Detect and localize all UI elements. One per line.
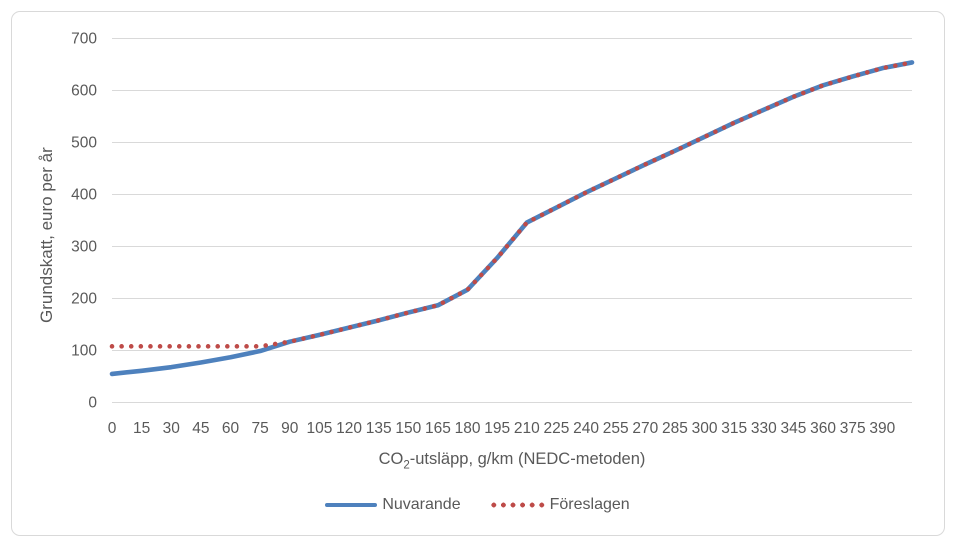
x-tick-label: 120 <box>336 420 362 437</box>
legend-item-foreslagen: Föreslagen <box>486 496 630 514</box>
x-tick-label: 315 <box>721 420 747 437</box>
dotted-line-legend-marker <box>486 502 545 508</box>
x-tick-label: 300 <box>692 420 718 437</box>
y-tick-label: 300 <box>71 239 97 256</box>
x-tick-label: 45 <box>192 420 209 437</box>
chart-border <box>11 11 945 536</box>
x-axis-title-prefix: CO <box>378 450 404 468</box>
x-tick-label: 165 <box>425 420 451 437</box>
x-tick-label: 270 <box>632 420 658 437</box>
x-axis-title-subscript: 2 <box>403 459 410 472</box>
x-tick-label: 150 <box>395 420 421 437</box>
x-tick-label: 135 <box>366 420 392 437</box>
x-tick-label: 30 <box>163 420 181 437</box>
x-tick-label: 15 <box>133 420 150 437</box>
x-tick-label: 375 <box>840 420 866 437</box>
x-tick-label: 105 <box>306 420 332 437</box>
x-tick-label: 210 <box>514 420 540 437</box>
y-axis-title: Grundskatt, euro per år <box>36 110 58 360</box>
y-tick-label: 500 <box>71 135 97 152</box>
x-tick-label: 225 <box>544 420 570 437</box>
x-tick-label: 330 <box>751 420 777 437</box>
series-line-foreslagen <box>109 60 915 349</box>
y-tick-label: 400 <box>71 187 97 204</box>
y-tick-label: 600 <box>71 83 97 100</box>
x-tick-label: 240 <box>573 420 599 437</box>
series-line-nuvarande <box>109 60 915 377</box>
y-tick-label: 200 <box>71 291 97 308</box>
x-tick-label: 345 <box>781 420 807 437</box>
x-tick-label: 195 <box>484 420 510 437</box>
solid-line-legend-marker <box>325 502 378 508</box>
legend-item-nuvarande: Nuvarande <box>325 496 461 514</box>
y-axis-title-text: Grundskatt, euro per år <box>37 147 56 323</box>
x-axis-title-suffix: -utsläpp, g/km (NEDC-metoden) <box>409 450 646 468</box>
legend-label-foreslagen: Föreslagen <box>549 496 630 513</box>
y-tick-label: 0 <box>88 395 97 412</box>
legend-label-nuvarande: Nuvarande <box>382 496 461 513</box>
x-tick-label: 60 <box>222 420 240 437</box>
x-tick-label: 360 <box>810 420 836 437</box>
x-tick-label: 90 <box>281 420 299 437</box>
x-tick-label: 75 <box>252 420 269 437</box>
x-tick-label: 180 <box>455 420 481 437</box>
y-tick-label: 100 <box>71 343 97 360</box>
legend: Nuvarande Föreslagen <box>0 496 955 514</box>
x-tick-label: 0 <box>108 420 117 437</box>
y-tick-label: 700 <box>71 31 97 48</box>
x-axis-title: CO2-utsläpp, g/km (NEDC-metoden) <box>112 450 912 471</box>
x-tick-label: 390 <box>869 420 895 437</box>
x-tick-label: 255 <box>603 420 629 437</box>
x-tick-label: 285 <box>662 420 688 437</box>
